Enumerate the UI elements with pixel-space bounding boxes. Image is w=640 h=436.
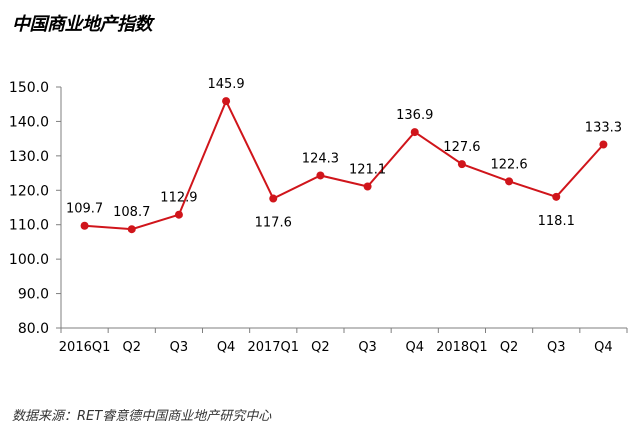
data-point (80, 221, 89, 230)
data-label: 124.3 (302, 151, 339, 166)
data-point (269, 194, 278, 203)
data-label: 118.1 (538, 214, 575, 229)
x-ticks: 2016Q1 Q2 Q3 Q4 2017Q1 Q2 Q3 Q4 2018Q1 Q2 Q3 Q4 (59, 328, 628, 355)
data-point (410, 128, 419, 137)
data-label: 145.9 (207, 77, 244, 92)
x-tick-label: Q4 (217, 340, 236, 355)
y-tick-label: 100.0 (9, 252, 49, 268)
data-point (505, 177, 514, 186)
y-tick-label: 130.0 (9, 149, 49, 165)
data-label: 109.7 (66, 202, 103, 217)
y-tick-label: 120.0 (9, 183, 49, 199)
series-line (84, 98, 605, 231)
data-label: 112.9 (160, 191, 197, 206)
x-tick-label: Q3 (358, 340, 377, 355)
y-tick-label: 80.0 (18, 321, 49, 337)
data-point (127, 225, 136, 234)
data-label: 108.7 (113, 205, 150, 220)
data-label: 136.9 (396, 108, 433, 123)
x-tick-label: Q4 (405, 340, 424, 355)
x-tick-label: Q3 (547, 340, 566, 355)
x-tick-label: Q2 (311, 340, 330, 355)
data-point (316, 171, 325, 180)
data-point (552, 192, 561, 201)
x-tick-label: Q4 (594, 340, 613, 355)
y-tick-label: 150.0 (9, 80, 49, 96)
data-label: 127.6 (443, 140, 480, 155)
data-label: 121.1 (349, 162, 386, 177)
y-ticks: 80.0 90.0 100.0 110.0 120.0 130.0 140.0 150.0 (9, 80, 61, 337)
data-point (174, 210, 183, 219)
x-tick-label: 2017Q1 (247, 340, 299, 355)
data-labels: 109.7 108.7 112.9 145.9 117.6 124.3 121.1 136.9… (66, 77, 622, 230)
x-tick-label: Q3 (170, 340, 189, 355)
y-tick-label: 140.0 (9, 114, 49, 130)
y-tick-label: 110.0 (9, 218, 49, 234)
y-axis: 80.0 90.0 100.0 110.0 120.0 130.0 140.0 150.0 (9, 80, 62, 337)
data-point (457, 160, 466, 169)
x-tick-label: Q2 (122, 340, 141, 355)
data-label: 133.3 (585, 120, 622, 135)
data-label: 122.6 (490, 157, 527, 172)
x-tick-label: Q2 (500, 340, 519, 355)
x-axis: 2016Q1 Q2 Q3 Q4 2017Q1 Q2 Q3 Q4 2018Q1 Q2 Q3 Q4 (59, 327, 628, 355)
x-tick-label: 2016Q1 (59, 340, 111, 355)
data-point (222, 97, 231, 106)
y-tick-label: 90.0 (18, 287, 49, 303)
data-label: 117.6 (255, 216, 292, 231)
data-point (599, 140, 608, 149)
data-points (80, 97, 608, 234)
source-note: 数据来源：RET睿意德中国商业地产研究中心 (12, 409, 272, 424)
chart-title: 中国商业地产指数 (12, 14, 153, 35)
x-tick-label: 2018Q1 (436, 340, 488, 355)
data-point (363, 182, 372, 191)
